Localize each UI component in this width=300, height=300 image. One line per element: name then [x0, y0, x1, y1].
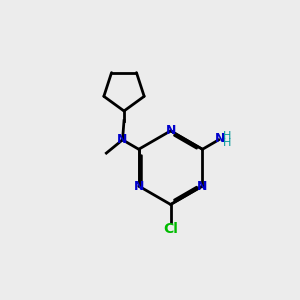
Text: N: N [215, 132, 225, 145]
Text: H: H [223, 131, 231, 141]
Text: Cl: Cl [163, 222, 178, 236]
Text: N: N [134, 180, 144, 193]
Text: H: H [223, 138, 231, 148]
Text: N: N [165, 124, 176, 137]
Text: N: N [197, 180, 208, 193]
Text: N: N [117, 133, 128, 146]
